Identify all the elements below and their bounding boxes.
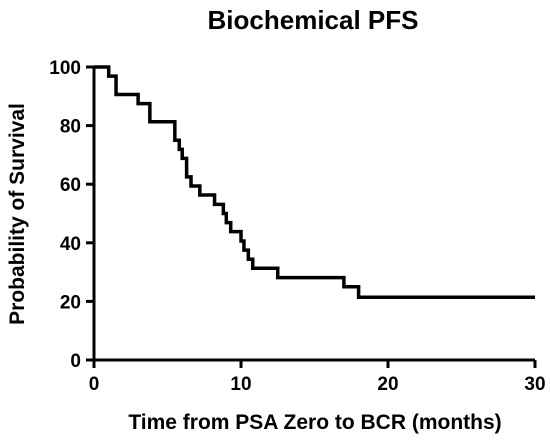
- x-ticks: 0 10 20 30: [89, 360, 546, 395]
- x-tick-label: 0: [89, 374, 100, 395]
- y-tick-label: 80: [60, 117, 81, 138]
- y-tick-label: 40: [60, 234, 81, 255]
- y-axis-label: Probability of Survival: [6, 103, 29, 325]
- x-axis-label: Time from PSA Zero to BCR (months): [128, 411, 501, 434]
- y-ticks: 0 20 40 60 80 100: [49, 58, 94, 372]
- x-tick-label: 20: [377, 374, 398, 395]
- x-tick-label: 10: [230, 374, 251, 395]
- y-tick-label: 60: [60, 175, 81, 196]
- y-tick-label: 20: [60, 292, 81, 313]
- y-tick-label: 100: [49, 58, 81, 79]
- x-tick-label: 30: [524, 374, 545, 395]
- axes: [92, 67, 535, 362]
- y-tick-label: 0: [70, 351, 81, 372]
- survival-curve: [94, 65, 535, 300]
- chart-title: Biochemical PFS: [208, 5, 419, 35]
